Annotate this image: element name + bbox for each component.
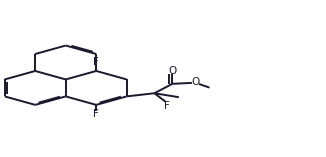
Text: O: O bbox=[169, 66, 177, 76]
Text: F: F bbox=[93, 57, 99, 67]
Text: F: F bbox=[165, 101, 170, 111]
Text: F: F bbox=[93, 108, 99, 119]
Text: O: O bbox=[192, 77, 200, 87]
